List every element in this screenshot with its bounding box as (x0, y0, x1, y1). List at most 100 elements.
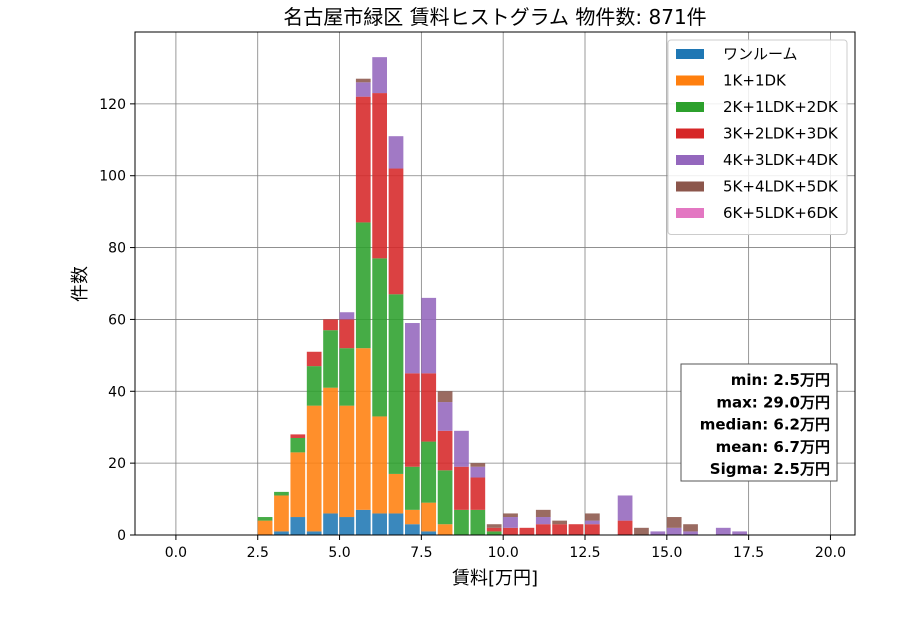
legend-label: 5K+4LDK+5DK (723, 178, 839, 196)
histogram-bar (355, 222, 371, 349)
histogram-bar (372, 93, 387, 259)
histogram-bar (339, 405, 355, 518)
histogram-bar (666, 517, 682, 528)
histogram-bar (405, 323, 420, 374)
histogram-bar (715, 527, 731, 535)
histogram-bar (585, 513, 600, 521)
histogram-bar (454, 509, 469, 535)
histogram-bar (437, 470, 453, 525)
histogram-bar (290, 452, 306, 518)
legend-label: 3K+2LDK+3DK (723, 125, 839, 143)
stats-line: Sigma: 2.5万円 (710, 460, 830, 478)
x-tick-label: 2.5 (247, 545, 269, 561)
legend-label: ワンルーム (723, 45, 798, 63)
histogram-bar (339, 348, 355, 406)
legend-label: 4K+3LDK+4DK (723, 151, 839, 169)
stats-line: max: 29.0万円 (716, 393, 830, 411)
legend-swatch (676, 181, 704, 192)
histogram-bar (339, 312, 355, 320)
histogram-bar (503, 517, 518, 528)
histogram-bar (372, 258, 387, 417)
histogram-bar (437, 402, 453, 431)
legend-swatch (676, 208, 704, 218)
legend-swatch (676, 49, 704, 59)
histogram-bar (585, 524, 600, 535)
histogram-bar (535, 509, 551, 518)
histogram-bar (568, 524, 584, 535)
histogram-bar (421, 502, 437, 532)
legend-swatch (676, 75, 704, 86)
histogram-bar (650, 531, 666, 535)
y-tick-label: 60 (108, 312, 126, 328)
histogram-bar (683, 531, 698, 535)
histogram-bar (552, 520, 567, 525)
histogram-bar (355, 509, 371, 535)
histogram-bar (421, 373, 437, 442)
legend: ワンルーム 1K+1DK 2K+1LDK+2DK 3K+2LDK+3DK 4K+3LDK… (667, 39, 848, 235)
y-tick-label: 0 (117, 528, 126, 544)
histogram-bar (470, 477, 486, 510)
bars (257, 57, 747, 535)
histogram-bar (503, 527, 518, 535)
histogram-bar (388, 294, 404, 474)
legend-swatch (676, 155, 704, 165)
histogram-bar (355, 82, 371, 97)
x-tick-label: 7.5 (410, 545, 432, 561)
histogram-bar (470, 466, 486, 478)
histogram-bar (405, 373, 420, 467)
x-axis-label: 賃料[万円] (452, 568, 538, 589)
x-tick-label: 15.0 (651, 545, 682, 561)
histogram-bar (470, 509, 486, 535)
stats-line: median: 6.2万円 (700, 416, 830, 434)
histogram-bar (552, 524, 567, 535)
histogram-bar (683, 524, 698, 532)
histogram-bar (454, 430, 469, 467)
legend-frame (667, 39, 848, 235)
histogram-bar (339, 517, 355, 535)
legend-label: 2K+1LDK+2DK (723, 98, 839, 116)
histogram-bar (421, 441, 437, 503)
histogram-bar (732, 531, 747, 535)
x-tick-label: 5.0 (328, 545, 350, 561)
plot-frame (134, 31, 856, 536)
stats-line: min: 2.5万円 (731, 371, 830, 389)
histogram-bar (355, 348, 371, 510)
histogram-bar (470, 463, 486, 467)
histogram-bar (323, 330, 338, 388)
y-tick-label: 40 (108, 384, 126, 400)
histogram-bar (290, 434, 306, 438)
histogram-bar (519, 527, 535, 535)
histogram-bar (535, 524, 551, 535)
histogram-bar (486, 527, 502, 532)
histogram-bar (290, 517, 306, 535)
histogram-bar (323, 319, 338, 331)
histogram-bar (306, 366, 322, 406)
histogram-bar (617, 520, 633, 535)
histogram-bar (372, 513, 387, 535)
histogram-bar (437, 430, 453, 471)
x-tick-label: 10.0 (488, 545, 519, 561)
histogram-bar (585, 520, 600, 525)
y-tick-label: 100 (99, 169, 126, 185)
x-tick-label: 0.0 (165, 545, 187, 561)
y-tick-label: 120 (99, 97, 126, 113)
histogram-bar (405, 466, 420, 510)
histogram-bar (388, 136, 404, 169)
histogram-bar (437, 391, 453, 403)
histogram-bar (421, 297, 437, 374)
x-tick-label: 12.5 (569, 545, 600, 561)
histogram-bar (306, 405, 322, 532)
x-tick-label: 17.5 (733, 545, 764, 561)
histogram-bar (617, 495, 633, 521)
histogram-bar (274, 495, 289, 532)
histogram-bar (388, 473, 404, 514)
histogram-bar (454, 466, 469, 510)
legend-swatch (676, 128, 704, 139)
x-axis-ticks: 0.0 2.5 5.0 7.5 10.0 12.5 15.0 17.5 20.0 (165, 535, 846, 561)
histogram-bar (486, 531, 502, 535)
histogram-bar (388, 168, 404, 295)
histogram-bar (355, 78, 371, 83)
legend-swatch (676, 102, 704, 112)
histogram-bar (339, 319, 355, 349)
